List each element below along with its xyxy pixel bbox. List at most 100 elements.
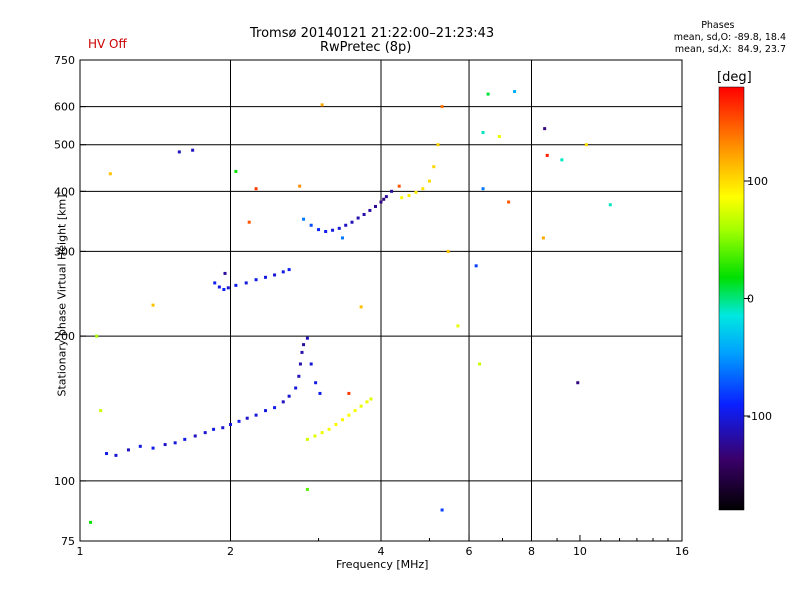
data-point [298,362,302,366]
data-point [507,200,511,204]
data-point [584,143,588,147]
data-point [264,275,268,279]
data-point [287,268,291,272]
data-point [560,158,564,162]
data-point [203,431,207,435]
data-point [264,409,268,413]
data-point [474,264,478,268]
data-point [234,283,238,287]
colorbar-unit-label: [deg] [717,70,752,85]
data-point [281,270,285,274]
data-point [481,131,485,135]
data-point [543,127,547,131]
chart-subtitle: RwPretec (8p) [320,40,412,55]
y-tick-label: 300 [54,245,75,258]
data-point [347,413,351,417]
data-point [320,431,324,435]
data-point [340,418,344,422]
data-point [324,229,328,233]
data-point [237,419,241,423]
y-tick-label: 500 [54,139,75,152]
data-point [379,200,383,204]
data-point [362,212,366,216]
data-point [436,143,440,147]
data-point [608,203,612,207]
data-point [365,400,369,404]
hv-status-label: HV Off [88,37,127,51]
data-point [234,169,238,173]
y-tick-label: 75 [61,535,75,548]
data-point [287,394,291,398]
data-point [99,409,103,413]
axis-ticks: 1 2 4 6 8 10 16 75 100 200 300 400 500 600 750 [54,54,689,558]
phase-statistics: Phases mean, sd,O: -89.8, 18.4 mean, sd,… [674,20,786,56]
data-point [350,220,354,224]
data-point [456,324,460,328]
data-point [359,404,363,408]
data-point [320,103,324,107]
data-point [347,391,351,395]
data-point [126,448,130,452]
x-tick-label: 4 [378,545,385,558]
data-point [151,303,155,307]
grid-lines [80,60,682,541]
data-point [254,413,258,417]
data-point [294,386,298,390]
data-point [309,362,313,366]
data-point [440,508,444,512]
colorbar-tick-label: 100 [747,175,768,188]
data-point [222,287,226,291]
series-3 [302,189,394,233]
data-point [183,437,187,441]
data-point [114,453,118,457]
data-point [327,427,331,431]
data-point [414,190,418,194]
series-4 [400,143,440,200]
data-point [273,273,277,277]
data-point [108,172,112,176]
x-tick-label: 1 [77,545,84,558]
data-point [247,220,251,224]
colorbar-tick-label: 0 [747,293,754,306]
data-point [545,153,549,157]
data-point [300,350,304,354]
data-point [318,391,322,395]
data-point [309,223,313,227]
data-point [173,441,177,445]
data-point [302,343,306,347]
data-point [353,409,357,413]
data-point [95,334,99,338]
data-point [305,336,309,340]
y-tick-label: 100 [54,475,75,488]
data-point [390,189,394,193]
data-point [273,406,277,410]
data-point [344,223,348,227]
data-point [138,444,142,448]
data-point [229,422,232,426]
data-point [313,434,317,438]
data-point [359,305,363,309]
data-point [254,187,258,191]
data-point [334,422,338,426]
data-point [541,236,545,240]
data-point [191,148,195,152]
y-tick-label: 400 [54,185,75,198]
colorbar [718,86,745,511]
data-point [105,452,109,456]
data-point [244,281,248,285]
x-axis-label: Frequency [MHz] [336,558,429,571]
data-point [212,427,216,431]
x-tick-label: 2 [227,545,234,558]
data-point [305,487,309,491]
data-point [369,397,373,401]
data-point [513,90,517,94]
data-point [427,179,431,183]
data-point [576,381,580,385]
data-point [217,285,221,289]
data-point [193,434,197,438]
x-tick-label: 6 [466,545,473,558]
x-tick-label: 8 [528,545,535,558]
colorbar-ticks: 100 0 -100 [744,175,772,423]
data-point [226,286,230,290]
data-point [314,381,318,385]
